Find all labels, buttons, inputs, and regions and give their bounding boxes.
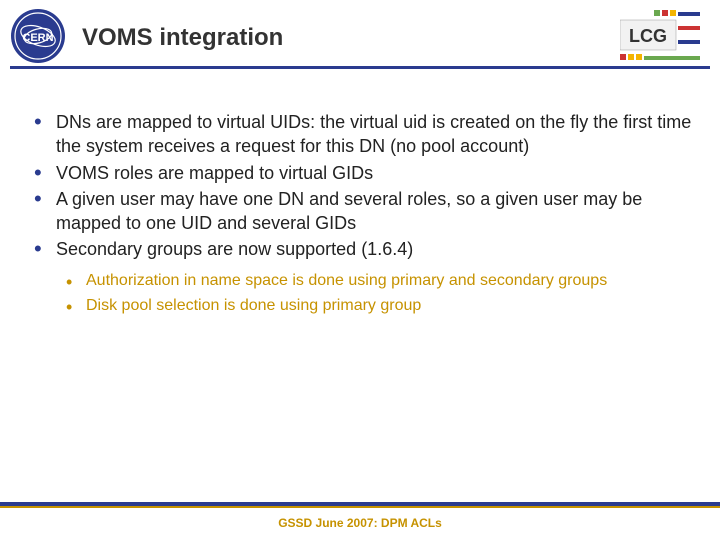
page-title: VOMS integration: [82, 24, 283, 52]
bullet-list: DNs are mapped to virtual UIDs: the virt…: [34, 110, 696, 317]
svg-text:LCG: LCG: [629, 26, 667, 46]
cern-logo-icon: CERN: [10, 8, 66, 64]
footer: GSSD June 2007: DPM ACLs: [0, 502, 720, 540]
sub-bullet-text: Disk pool selection is done using primar…: [86, 297, 421, 314]
list-item: A given user may have one DN and several…: [34, 187, 696, 236]
content: DNs are mapped to virtual UIDs: the virt…: [34, 110, 696, 321]
sub-bullet-text: Authorization in name space is done usin…: [86, 272, 607, 289]
list-item: DNs are mapped to virtual UIDs: the virt…: [34, 110, 696, 159]
list-item: Secondary groups are now supported (1.6.…: [34, 237, 696, 316]
sub-bullet-list: Authorization in name space is done usin…: [66, 270, 696, 317]
sub-list-item: Disk pool selection is done using primar…: [66, 295, 696, 317]
sub-list-item: Authorization in name space is done usin…: [66, 270, 696, 292]
bullet-text: Secondary groups are now supported (1.6.…: [56, 239, 413, 259]
bullet-text: VOMS roles are mapped to virtual GIDs: [56, 163, 373, 183]
header-divider: [10, 66, 710, 69]
header: CERN VOMS integration LCG: [0, 0, 720, 72]
footer-text: GSSD June 2007: DPM ACLs: [0, 516, 720, 530]
list-item: VOMS roles are mapped to virtual GIDs: [34, 161, 696, 185]
bullet-text: A given user may have one DN and several…: [56, 189, 642, 233]
svg-text:CERN: CERN: [22, 32, 53, 44]
footer-divider-gold: [0, 506, 720, 508]
bullet-text: DNs are mapped to virtual UIDs: the virt…: [56, 112, 691, 156]
lcg-logo-icon: LCG: [620, 10, 700, 66]
